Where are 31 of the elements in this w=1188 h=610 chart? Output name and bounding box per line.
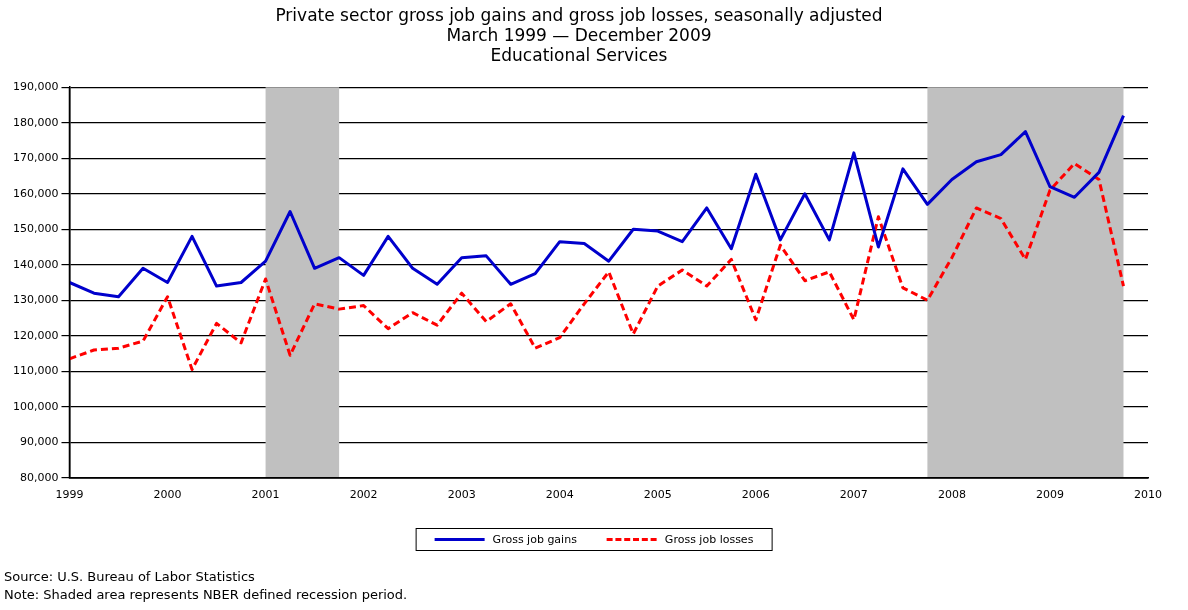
y-tick-label: 160,000: [12, 186, 59, 200]
y-tick-label: 170,000: [12, 151, 59, 165]
x-tick-label: 2000: [153, 488, 182, 502]
y-tick-label: 150,000: [12, 222, 59, 236]
chart-title: Private sector gross job gains and gross job losses, seasonally adjusted: [275, 4, 883, 25]
x-tick-label: 2004: [545, 488, 574, 502]
y-tick-label: 100,000: [12, 399, 59, 413]
y-tick-label: 140,000: [12, 257, 59, 271]
y-tick-label: 130,000: [12, 293, 59, 307]
legend-label: Gross job losses: [664, 533, 754, 546]
x-tick-label: 2006: [741, 488, 770, 502]
x-tick-label: 2005: [643, 488, 672, 502]
source-note: Source: U.S. Bureau of Labor Statistics: [4, 568, 256, 586]
y-tick-label: 110,000: [12, 364, 59, 378]
x-tick-label: 2009: [1035, 488, 1064, 502]
x-tick-label: 2003: [447, 488, 476, 502]
y-tick-label: 190,000: [12, 80, 59, 94]
x-tick-label: 2007: [839, 488, 868, 502]
y-tick-label: 90,000: [19, 435, 59, 449]
legend-label: Gross job gains: [492, 533, 577, 546]
y-tick-label: 180,000: [12, 115, 59, 129]
x-tick-label: 2008: [937, 488, 966, 502]
chart-subtitle: March 1999 — December 2009 Educational Services: [446, 25, 712, 66]
x-tick-label: 2002: [349, 488, 378, 502]
y-tick-label: 80,000: [19, 470, 59, 484]
line-series: [69, 162, 1125, 371]
text: Note: Shaded area represents NBER defined recession period.: [4, 586, 408, 604]
x-tick-label: 2010: [1134, 488, 1162, 502]
x-tick-label: 2001: [251, 488, 280, 502]
x-tick-label: 1999: [55, 488, 84, 502]
y-tick-label: 120,000: [12, 328, 59, 342]
